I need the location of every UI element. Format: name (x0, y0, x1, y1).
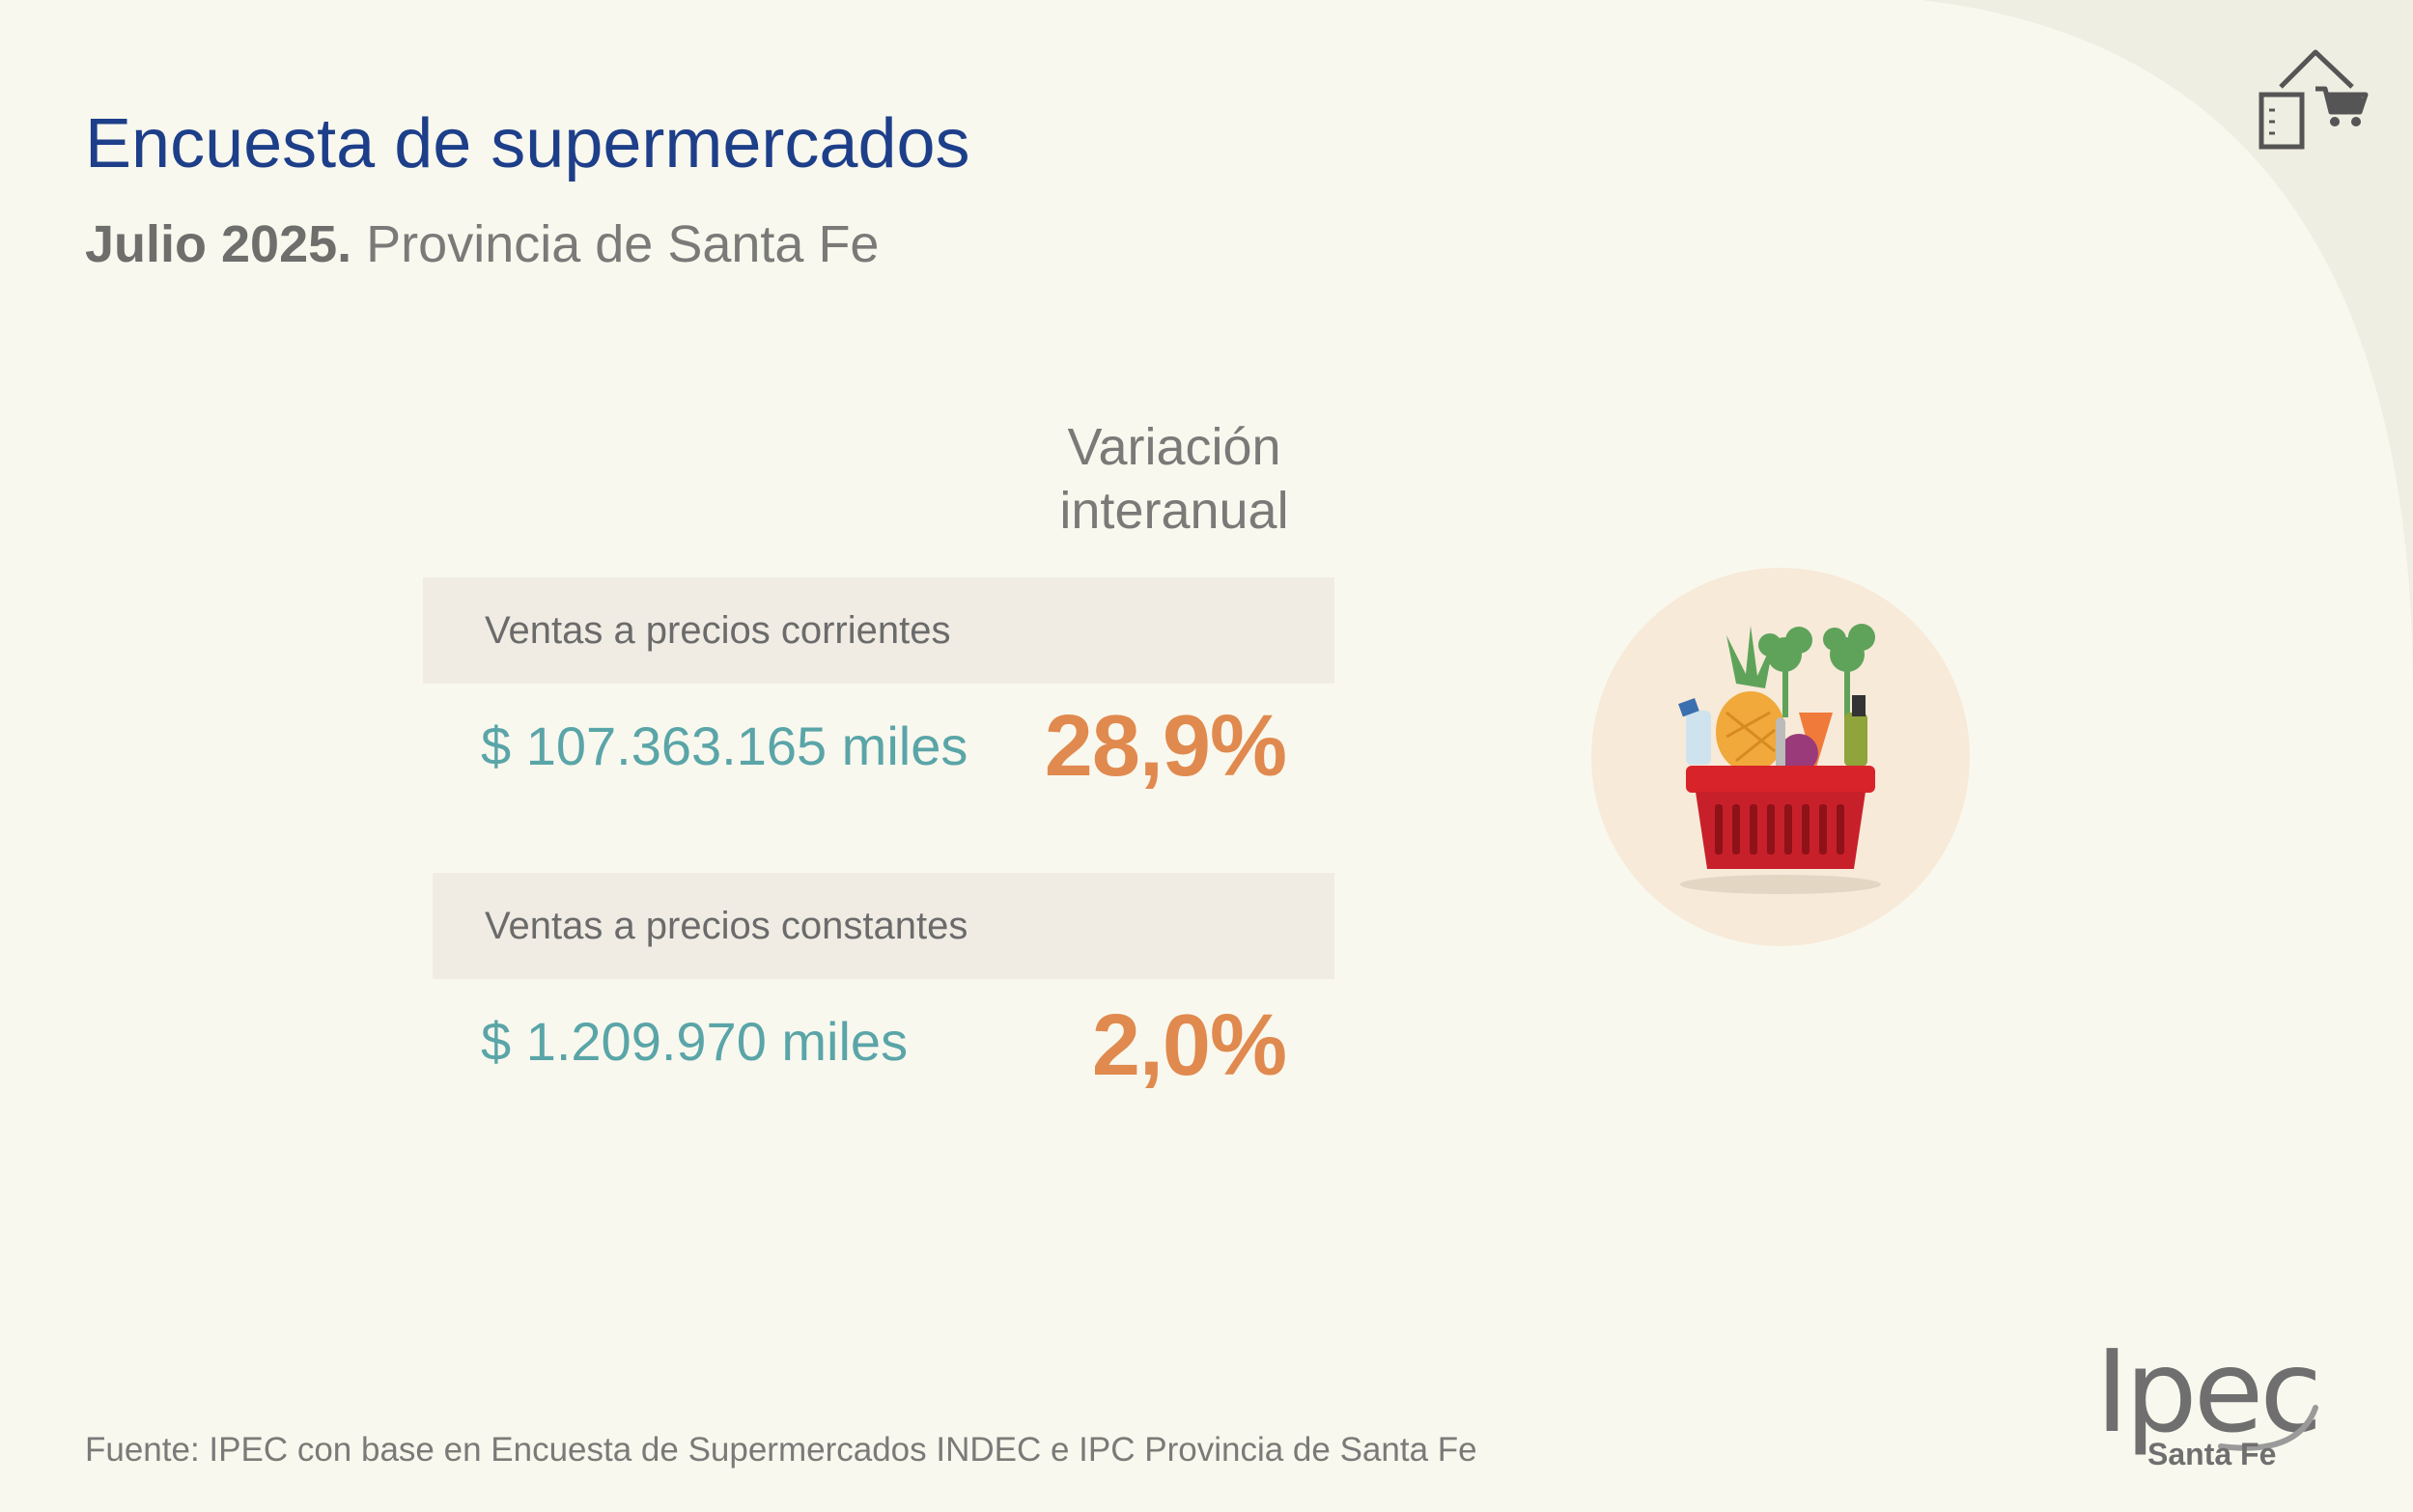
variation-constant-prices: 2,0% (1091, 997, 1287, 1094)
ipec-logo: Ipec Santa Fe (2095, 1325, 2327, 1477)
subtitle-period: Julio 2025. (85, 215, 352, 273)
logo-sub-text: Santa Fe (2147, 1437, 2277, 1471)
home-shopping-cart-icon (2259, 49, 2369, 150)
column-header-line2: interanual (1059, 482, 1289, 540)
source-note: Fuente: IPEC con base en Encuesta de Sup… (85, 1431, 1477, 1469)
logo-swoosh (2218, 1405, 2318, 1451)
row-label-constant-prices: Ventas a precios constantes (433, 873, 1334, 979)
amount-current-prices: $ 107.363.165 miles (481, 715, 968, 776)
subtitle-region: Provincia de Santa Fe (351, 215, 880, 273)
grocery-basket-icon (1591, 568, 1970, 946)
logo-main-text: Ipec (2095, 1325, 2322, 1458)
amount-constant-prices: $ 1.209.970 miles (481, 1011, 909, 1072)
variation-current-prices: 28,9% (1044, 698, 1287, 795)
column-header-line1: Variación (1067, 418, 1281, 476)
row-label-current-prices: Ventas a precios corrientes (423, 577, 1334, 684)
page-title: Encuesta de supermercados (85, 105, 970, 182)
page-subtitle: Julio 2025. Provincia de Santa Fe (85, 214, 879, 274)
column-header-variation: Variación interanual (1020, 415, 1329, 543)
